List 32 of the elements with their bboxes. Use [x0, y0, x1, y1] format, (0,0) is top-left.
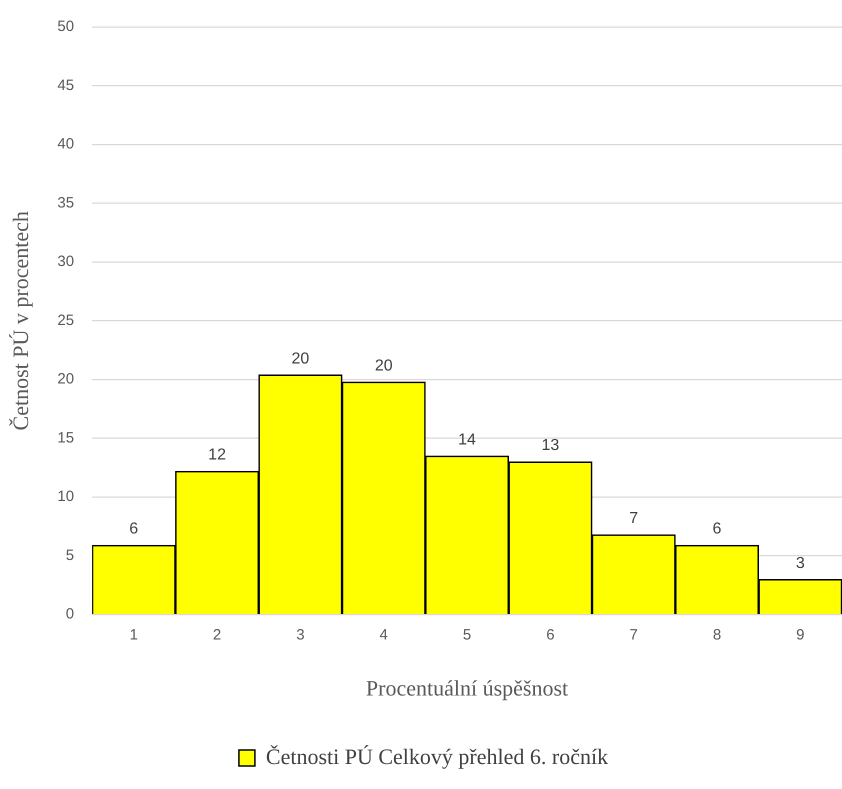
- x-tick-label: 8: [712, 626, 722, 644]
- data-label: 13: [541, 437, 560, 454]
- data-label: 12: [208, 446, 226, 464]
- y-tick-label: 15: [57, 429, 74, 446]
- y-tick-label: 10: [57, 488, 74, 506]
- x-axis-title: Procentuální úspěšnost: [366, 676, 568, 701]
- y-tick-label: 5: [66, 546, 74, 564]
- x-tick-label: 3: [296, 626, 305, 644]
- data-label: 7: [629, 510, 638, 528]
- y-tick-label: 35: [57, 194, 74, 212]
- y-axis-title: Četnost PÚ v procentech: [8, 211, 33, 430]
- data-label: 20: [374, 357, 393, 374]
- x-tick-label: 7: [630, 626, 638, 644]
- x-tick-label: 5: [462, 626, 472, 644]
- y-tick-label: 0: [66, 606, 74, 623]
- data-label: 6: [712, 520, 722, 538]
- data-label: 6: [129, 520, 138, 538]
- data-label: 14: [458, 431, 476, 448]
- legend-label: Četnosti PÚ Celkový přehled 6. ročník: [266, 744, 608, 769]
- x-tick-label: 4: [380, 626, 388, 644]
- x-tick-label: 9: [796, 626, 805, 644]
- y-tick-label: 40: [57, 136, 74, 153]
- data-label: 20: [291, 350, 310, 368]
- x-tick-label: 1: [130, 626, 138, 644]
- y-tick-label: 25: [57, 312, 74, 329]
- y-tick-label: 30: [57, 253, 74, 270]
- x-tick-label: 2: [212, 626, 222, 644]
- y-tick-label: 20: [57, 370, 74, 388]
- data-label: 3: [796, 554, 805, 572]
- x-tick-label: 6: [546, 626, 555, 644]
- y-tick-label: 45: [57, 76, 74, 94]
- y-tick-label: 50: [57, 18, 74, 36]
